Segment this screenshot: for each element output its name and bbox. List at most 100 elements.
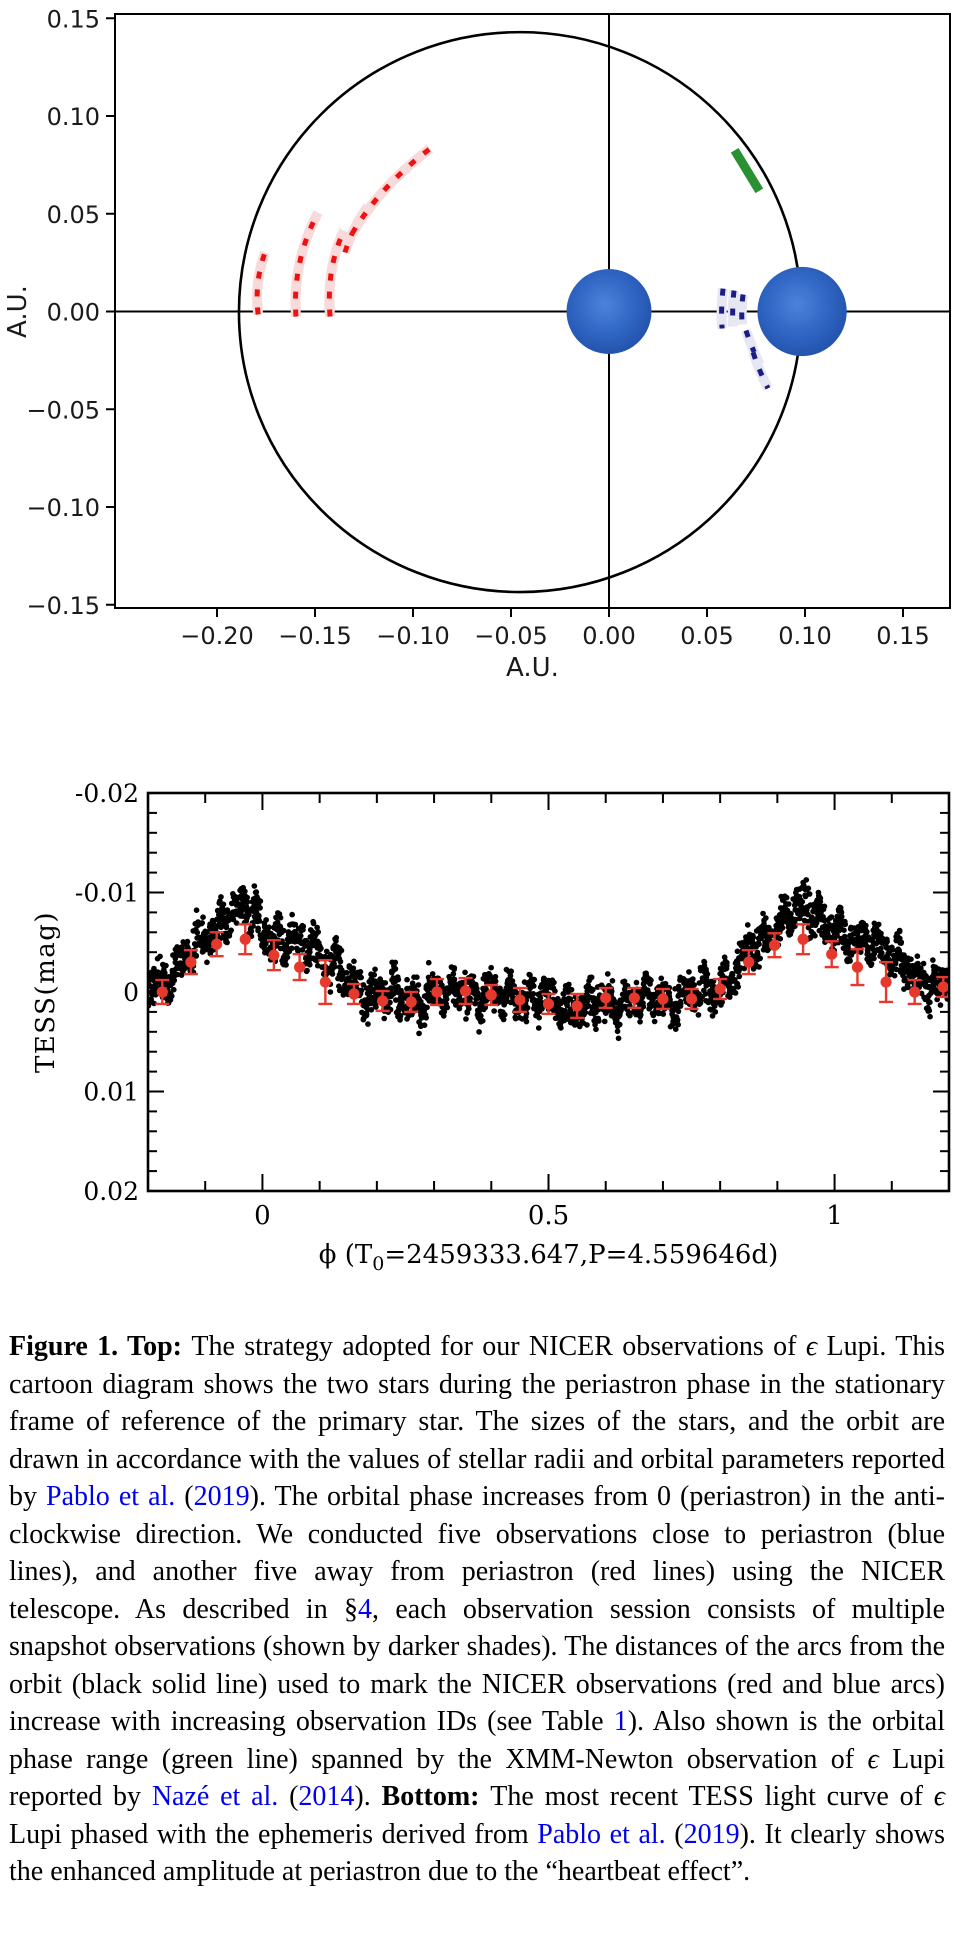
nicer-blue-arc-snapshots: [719, 288, 726, 329]
x-tick-label: 0.00: [582, 622, 635, 650]
y-tick-label: -0.01: [75, 879, 139, 908]
tess-binned-point: [431, 986, 443, 998]
tess-binned-point: [348, 988, 360, 1000]
tess-binned-point: [485, 989, 497, 1001]
nicer-red-arc-snapshots: [349, 146, 432, 235]
caption-text: (: [175, 1481, 194, 1512]
y-tick-label: −0.15: [26, 592, 100, 620]
tess-binned-point: [405, 996, 417, 1008]
secondary-at-periastron-star: [757, 266, 847, 357]
tess-binned-point: [880, 976, 892, 988]
caption-citation-link[interactable]: 2019: [193, 1481, 250, 1512]
y-tick-label: 0: [123, 978, 139, 1007]
tess-binned-point: [714, 983, 726, 995]
caption-text: (: [665, 1818, 684, 1850]
tess-binned-point: [826, 948, 838, 960]
x-tick-label: 0.10: [778, 622, 831, 650]
caption-text: The strategy adopted for our NICER obser…: [191, 1331, 806, 1362]
x-tick-label: 0: [254, 1201, 271, 1231]
tess-binned-point: [185, 956, 197, 968]
tess-binned-point: [743, 956, 755, 968]
tess-binned-point: [571, 1000, 583, 1012]
y-tick-label: 0.01: [83, 1078, 139, 1107]
tess-binned-point: [268, 949, 280, 961]
tess-binned-point: [376, 995, 389, 1007]
nicer-red-arc-band: [324, 228, 349, 318]
caption-text: , each observation session consists of m…: [9, 1593, 945, 1738]
x-tick-label: −0.15: [278, 622, 352, 650]
tess-binned-point: [685, 993, 698, 1005]
y-tick-label: 0.02: [83, 1177, 139, 1206]
tess-xaxis-title: ϕ (T0=2459333.647,P=4.559646d): [319, 1240, 778, 1275]
caption-text: ). Also shown is the orbital phase range…: [9, 1706, 946, 1775]
caption-text: ). It clearly shows the enhanced amplitu…: [9, 1818, 945, 1888]
y-tick-label: −0.05: [26, 396, 100, 424]
tess-binned-point: [239, 933, 251, 945]
nicer-blue-arc-snapshots: [743, 329, 763, 366]
caption-citation-link[interactable]: Nazé et al.: [151, 1781, 279, 1812]
tess-binned-point: [156, 986, 168, 998]
tess-binned-point: [628, 992, 640, 1004]
x-tick-label: 0.05: [680, 622, 733, 650]
tess-scatter-band: [149, 877, 948, 1042]
nicer-red-arc-snapshots: [342, 205, 370, 254]
caption-citation-link[interactable]: 4: [358, 1593, 373, 1625]
caption-epsilon-symbol: ϵ: [805, 1331, 818, 1362]
caption-citation-link[interactable]: 2014: [298, 1781, 355, 1812]
tess-binned-point: [768, 939, 781, 951]
tess-binned-point: [542, 998, 555, 1010]
caption-text: Lupi. This cartoon diagram shows the two…: [9, 1331, 945, 1512]
tess-yaxis-title: TESS(mag): [31, 911, 61, 1073]
tess-binned-point: [937, 981, 948, 993]
tess-binned-point: [211, 938, 223, 950]
caption-citation-link[interactable]: 2019: [683, 1818, 740, 1850]
x-tick-label: −0.10: [376, 622, 450, 650]
x-tick-label: −0.05: [474, 622, 548, 650]
tess-binned-point: [459, 985, 472, 997]
tess-binned-point: [851, 961, 864, 973]
tess-binned-point: [657, 993, 669, 1005]
tess-binned-point: [909, 986, 921, 998]
nicer-red-arc-band: [290, 210, 323, 317]
nicer-red-arc-band: [252, 250, 270, 316]
nicer-blue-arc-snapshots: [730, 290, 737, 327]
y-tick-label: 0.05: [47, 201, 100, 229]
nicer-blue-arc-snapshots: [750, 351, 771, 390]
x-tick-label: 0.5: [528, 1201, 569, 1231]
caption-citation-link[interactable]: Pablo et al.: [537, 1818, 666, 1850]
caption-bold-label: Figure 1. Top:: [9, 1331, 192, 1362]
orbit-yaxis-title: A.U.: [3, 285, 33, 338]
tess-binned-point: [319, 976, 331, 988]
caption-citation-link[interactable]: Pablo et al.: [46, 1481, 176, 1512]
y-tick-label: 0.10: [47, 103, 100, 131]
xmm-green-segment: [730, 147, 764, 194]
nicer-red-arc-snapshots: [254, 251, 268, 315]
caption-bold-label: Bottom:: [381, 1781, 491, 1812]
caption-text: ).: [354, 1781, 382, 1812]
tess-light-curve: -0.02 -0.01 0 0.01 0.02 0 0.5 1 TESS(mag) ϕ (T0=2…: [31, 779, 951, 1275]
caption-epsilon-symbol: ϵ: [867, 1743, 879, 1775]
caption-text: (: [278, 1781, 299, 1812]
caption-text: Lupi phased with the ephemeris derived f…: [9, 1818, 538, 1850]
x-tick-label: 0.15: [876, 622, 929, 650]
tess-binned-point: [600, 992, 612, 1004]
tess-binned-point: [514, 994, 526, 1006]
caption-epsilon-symbol: ϵ: [933, 1781, 946, 1812]
caption-text: The most recent TESS light curve of: [490, 1781, 934, 1812]
caption-text: ). The orbital phase increases from 0 (p…: [9, 1481, 946, 1625]
x-tick-label: 1: [826, 1201, 843, 1231]
primary-star: [566, 269, 652, 354]
y-tick-label: 0.00: [47, 299, 100, 327]
tess-binned-points: [155, 923, 948, 1020]
nicer-blue-arc-snapshots: [739, 294, 746, 325]
orbit-xaxis-title: A.U.: [506, 653, 559, 683]
orbit-diagram: −0.20 −0.15 −0.10 −0.05 0.00 0.05 0.10 0.15 0.15…: [3, 5, 951, 683]
nicer-red-arc-band: [347, 144, 434, 237]
figure-caption: Figure 1. Top: The strategy adopted for …: [9, 1328, 945, 1891]
caption-citation-link[interactable]: 1: [613, 1706, 628, 1737]
nicer-red-arc-snapshots: [293, 211, 321, 317]
tess-binned-point: [294, 961, 306, 973]
y-tick-label: -0.02: [75, 779, 139, 808]
y-tick-label: −0.10: [26, 494, 100, 522]
